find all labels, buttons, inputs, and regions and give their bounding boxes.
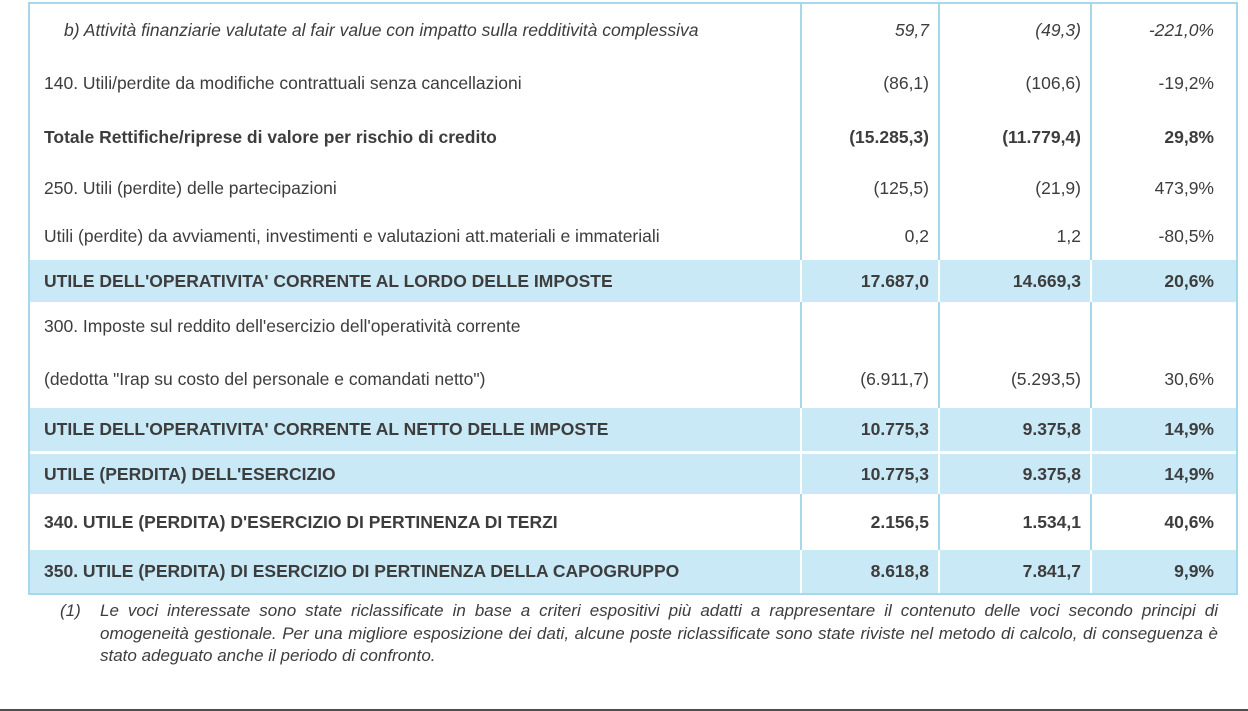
- value-col2: (5.293,5): [938, 350, 1090, 408]
- value-col3: 29,8%: [1090, 110, 1236, 164]
- value-col2: 7.841,7: [938, 550, 1090, 593]
- value-col3: 14,9%: [1090, 454, 1236, 494]
- value-col1: 0,2: [800, 212, 938, 260]
- table-row-highlight-total: UTILE (PERDITA) DELL'ESERCIZIO 10.775,3 …: [30, 451, 1236, 494]
- value-col2: 9.375,8: [938, 454, 1090, 494]
- table-row: 250. Utili (perdite) delle partecipazion…: [30, 164, 1236, 212]
- value-col3: 14,9%: [1090, 408, 1236, 451]
- value-col1: 59,7: [800, 4, 938, 56]
- footnote-text: Le voci interessate sono state riclassif…: [100, 601, 1218, 665]
- row-label: 250. Utili (perdite) delle partecipazion…: [44, 177, 337, 198]
- value-col2: (11.779,4): [938, 110, 1090, 164]
- value-col1: (6.911,7): [800, 350, 938, 408]
- table-row: 300. Imposte sul reddito dell'esercizio …: [30, 302, 1236, 350]
- row-label: UTILE DELL'OPERATIVITA' CORRENTE AL NETT…: [44, 419, 609, 439]
- page-bottom-rule: [0, 709, 1248, 711]
- row-label: Totale Rettifiche/riprese di valore per …: [44, 126, 497, 147]
- value-col2: 9.375,8: [938, 408, 1090, 451]
- row-label: 350. UTILE (PERDITA) DI ESERCIZIO DI PER…: [44, 561, 680, 581]
- row-label: UTILE DELL'OPERATIVITA' CORRENTE AL LORD…: [44, 270, 613, 291]
- row-label: UTILE (PERDITA) DELL'ESERCIZIO: [44, 463, 336, 484]
- value-col2: 1.534,1: [938, 494, 1090, 550]
- value-col3: 9,9%: [1090, 550, 1236, 593]
- value-col1: 2.156,5: [800, 494, 938, 550]
- value-col1: 17.687,0: [800, 260, 938, 302]
- value-col3: 40,6%: [1090, 494, 1236, 550]
- value-col3: 30,6%: [1090, 350, 1236, 408]
- row-label: 340. UTILE (PERDITA) D'ESERCIZIO DI PERT…: [44, 511, 558, 532]
- value-col1: (125,5): [800, 164, 938, 212]
- value-col3: 20,6%: [1090, 260, 1236, 302]
- value-col3: -80,5%: [1090, 212, 1236, 260]
- table-row: 140. Utili/perdite da modifiche contratt…: [30, 56, 1236, 110]
- row-label: b) Attività finanziarie valutate al fair…: [64, 19, 699, 40]
- value-col2: 1,2: [938, 212, 1090, 260]
- table-row-total: Totale Rettifiche/riprese di valore per …: [30, 110, 1236, 164]
- value-col2: 14.669,3: [938, 260, 1090, 302]
- value-col1: (15.285,3): [800, 110, 938, 164]
- value-col1: [800, 302, 938, 350]
- value-col3: -19,2%: [1090, 56, 1236, 110]
- value-col1: 10.775,3: [800, 408, 938, 451]
- value-col2: [938, 302, 1090, 350]
- income-statement-table: b) Attività finanziarie valutate al fair…: [28, 2, 1238, 595]
- row-label: (dedotta "Irap su costo del personale e …: [44, 368, 486, 389]
- value-col2: (49,3): [938, 4, 1090, 56]
- value-col2: (106,6): [938, 56, 1090, 110]
- value-col1: 8.618,8: [800, 550, 938, 593]
- row-label: 140. Utili/perdite da modifiche contratt…: [44, 72, 522, 93]
- row-label: 300. Imposte sul reddito dell'esercizio …: [44, 315, 521, 336]
- table-row-total: 340. UTILE (PERDITA) D'ESERCIZIO DI PERT…: [30, 494, 1236, 550]
- footnote-marker: (1): [60, 601, 81, 620]
- value-col1: 10.775,3: [800, 454, 938, 494]
- table-row-highlight-total: UTILE DELL'OPERATIVITA' CORRENTE AL LORD…: [30, 260, 1236, 302]
- row-label: Utili (perdite) da avviamenti, investime…: [44, 225, 660, 246]
- table-row: b) Attività finanziarie valutate al fair…: [30, 4, 1236, 56]
- value-col1: (86,1): [800, 56, 938, 110]
- value-col3: [1090, 302, 1236, 350]
- table-row-highlight-total: 350. UTILE (PERDITA) DI ESERCIZIO DI PER…: [30, 550, 1236, 593]
- value-col3: 473,9%: [1090, 164, 1236, 212]
- table-row: Utili (perdite) da avviamenti, investime…: [30, 212, 1236, 260]
- footnote: (1) Le voci interessate sono state ricla…: [60, 600, 1218, 668]
- value-col3: -221,0%: [1090, 4, 1236, 56]
- table-row-highlight-total: UTILE DELL'OPERATIVITA' CORRENTE AL NETT…: [30, 408, 1236, 451]
- table-row: (dedotta "Irap su costo del personale e …: [30, 350, 1236, 408]
- value-col2: (21,9): [938, 164, 1090, 212]
